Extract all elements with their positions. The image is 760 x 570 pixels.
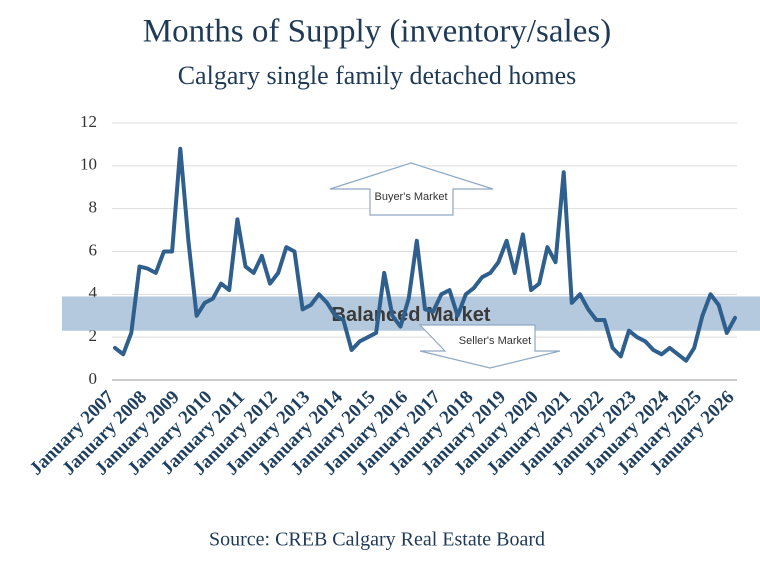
y-tick-label: 10 xyxy=(80,155,97,174)
sellers-arrow xyxy=(418,324,561,369)
band-group: Balanced Market xyxy=(62,296,760,331)
balanced-band xyxy=(62,296,760,331)
y-tick-label: 8 xyxy=(89,198,98,217)
line-group xyxy=(113,146,737,363)
band-label: Balanced Market xyxy=(332,304,491,326)
chart-title: Months of Supply (inventory/sales) xyxy=(143,14,611,50)
y-tick-label: 4 xyxy=(89,283,98,302)
y-tick-label: 2 xyxy=(89,326,98,345)
y-tick-label: 12 xyxy=(80,112,97,131)
chart-subtitle: Calgary single family detached homes xyxy=(178,61,577,90)
source-note: Source: CREB Calgary Real Estate Board xyxy=(209,529,545,551)
annotation: Buyer's Market xyxy=(374,191,447,203)
y-tick-label: 0 xyxy=(89,369,98,388)
buyers-arrow xyxy=(329,162,494,216)
annotation: Seller's Market xyxy=(459,335,531,347)
y-tick-label: 6 xyxy=(89,240,98,259)
data-line xyxy=(113,146,737,363)
